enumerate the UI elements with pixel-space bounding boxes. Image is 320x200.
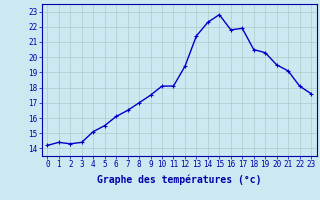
X-axis label: Graphe des températures (°c): Graphe des températures (°c) <box>97 175 261 185</box>
